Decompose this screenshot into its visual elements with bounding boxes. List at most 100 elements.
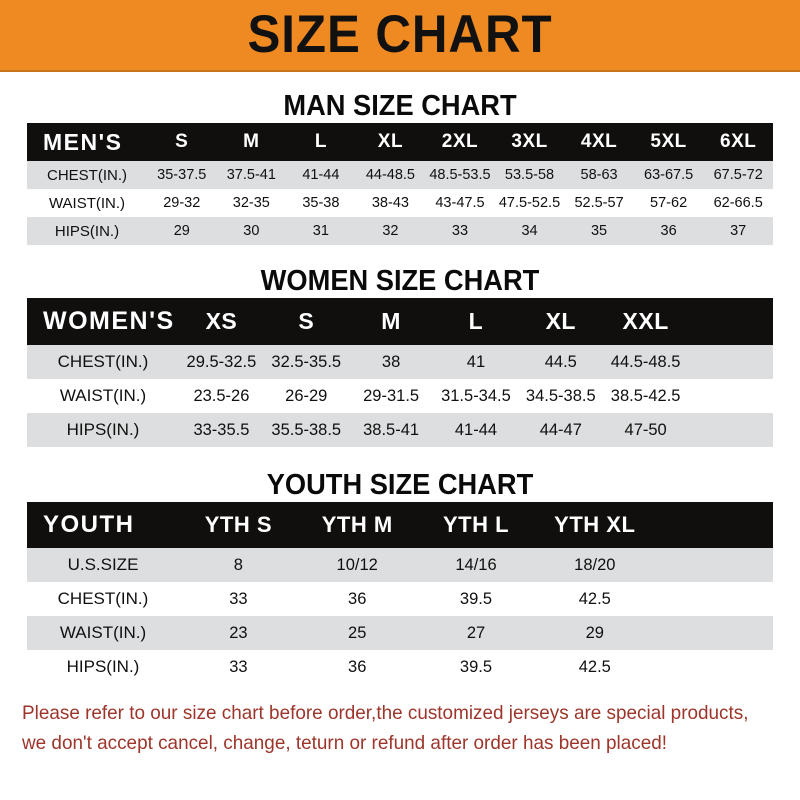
- youth-corner-label: YOUTH: [43, 511, 135, 538]
- page-banner: SIZE CHART: [0, 0, 800, 72]
- table-cell: 57-62: [650, 195, 688, 211]
- table-cell: 47.5-52.5: [498, 195, 561, 211]
- table-row: HIPS(IN.) 29 30 31 32 33 34 35 36 37: [27, 217, 773, 245]
- table-row: HIPS(IN.) 33 36 39.5 42.5: [27, 650, 773, 684]
- table-cell: 34: [521, 223, 538, 239]
- table-cell: 35: [590, 223, 608, 239]
- women-header-row: WOMEN'S XS S M L XL XXL: [27, 298, 773, 345]
- man-header-row: MEN'S S M L XL 2XL 3XL 4XL 5XL 6XL: [27, 123, 773, 161]
- man-row-label: CHEST(IN.): [47, 166, 127, 184]
- youth-header-row: YOUTH YTH S YTH M YTH L YTH XL: [27, 502, 773, 548]
- table-cell: 18/20: [574, 555, 616, 574]
- table-cell: 38.5-42.5: [610, 386, 681, 405]
- youth-col-header: YTH XL: [554, 512, 636, 537]
- youth-col-header: YTH S: [204, 512, 273, 537]
- order-notice-line1: Please refer to our size chart before or…: [22, 702, 749, 724]
- women-row-label: HIPS(IN.): [66, 420, 140, 439]
- table-cell: 43-47.5: [435, 195, 485, 211]
- table-cell: 25: [348, 623, 367, 642]
- man-col-header: S: [175, 131, 189, 152]
- table-cell: 26-29: [285, 386, 328, 405]
- table-cell: 23.5-26: [193, 386, 250, 405]
- table-cell: 34.5-38.5: [525, 386, 596, 405]
- women-size-table: WOMEN'S XS S M L XL XXL CHEST(IN.) 29.5-…: [27, 298, 773, 447]
- table-cell-empty: [654, 650, 773, 684]
- table-cell: 29.5-32.5: [186, 352, 257, 371]
- man-col-header: L: [314, 131, 327, 152]
- table-cell: 29: [585, 623, 604, 642]
- table-cell: 44-48.5: [365, 167, 415, 183]
- women-table-wrapper: WOMEN'S XS S M L XL XXL CHEST(IN.) 29.5-…: [27, 298, 773, 447]
- table-cell: 35-38: [302, 195, 340, 211]
- table-row: U.S.SIZE 8 10/12 14/16 18/20: [27, 548, 773, 582]
- table-cell: 33: [229, 657, 248, 676]
- table-cell: 62-66.5: [713, 195, 763, 211]
- table-row: HIPS(IN.) 33-35.5 35.5-38.5 38.5-41 41-4…: [27, 413, 773, 447]
- table-cell: 39.5: [459, 657, 493, 676]
- table-cell: 38: [381, 352, 401, 371]
- women-section-title: WOMEN SIZE CHART: [260, 265, 540, 297]
- table-cell: 33: [229, 589, 248, 608]
- youth-table-wrapper: YOUTH YTH S YTH M YTH L YTH XL U.S.SIZE …: [27, 502, 773, 684]
- man-col-header: 3XL: [511, 131, 548, 152]
- man-corner-label: MEN'S: [43, 128, 123, 155]
- table-cell: 23: [229, 623, 248, 642]
- table-cell: 44-47: [539, 420, 582, 439]
- man-size-table: MEN'S S M L XL 2XL 3XL 4XL 5XL 6XL CHEST…: [27, 123, 773, 245]
- table-cell: 58-63: [580, 167, 618, 183]
- order-notice-line2: we don't accept cancel, change, teturn o…: [22, 732, 668, 755]
- table-cell: 52.5-57: [574, 195, 624, 211]
- table-cell: 41-44: [454, 420, 498, 439]
- man-section-title: MAN SIZE CHART: [283, 90, 517, 122]
- table-cell: 39.5: [459, 589, 493, 608]
- table-cell: 32: [382, 223, 399, 239]
- man-col-header: M: [243, 131, 260, 152]
- table-cell: 32.5-35.5: [271, 352, 342, 371]
- table-cell: 36: [348, 657, 367, 676]
- man-col-header: 2XL: [441, 131, 479, 152]
- table-row: CHEST(IN.) 33 36 39.5 42.5: [27, 582, 773, 616]
- man-table-wrapper: MEN'S S M L XL 2XL 3XL 4XL 5XL 6XL CHEST…: [27, 123, 773, 245]
- table-cell: 33-35.5: [193, 420, 250, 439]
- table-cell: 41: [466, 352, 486, 371]
- table-cell: 38.5-41: [363, 420, 420, 439]
- women-col-header-empty: [688, 298, 773, 345]
- table-cell: 10/12: [336, 555, 378, 574]
- youth-row-label: CHEST(IN.): [57, 589, 149, 608]
- table-row: WAIST(IN.) 29-32 32-35 35-38 38-43 43-47…: [27, 189, 773, 217]
- youth-row-label: HIPS(IN.): [66, 657, 140, 676]
- women-row-label: WAIST(IN.): [59, 386, 147, 405]
- table-cell-empty: [688, 345, 773, 379]
- table-cell: 44.5: [544, 352, 577, 371]
- order-notice: Please refer to our size chart before or…: [22, 698, 755, 758]
- man-row-label: WAIST(IN.): [48, 194, 126, 212]
- table-cell: 36: [660, 223, 677, 239]
- man-col-header: XL: [377, 131, 404, 152]
- women-col-header: XS: [205, 308, 238, 334]
- table-cell: 42.5: [578, 589, 611, 608]
- table-cell: 30: [243, 223, 260, 239]
- man-row-label: HIPS(IN.): [54, 222, 120, 240]
- table-row: WAIST(IN.) 23 25 27 29: [27, 616, 773, 650]
- table-cell: 38-43: [371, 195, 409, 211]
- women-col-header: XXL: [622, 308, 669, 334]
- table-cell: 37: [730, 223, 747, 239]
- table-row: WAIST(IN.) 23.5-26 26-29 29-31.5 31.5-34…: [27, 379, 773, 413]
- table-cell: 31: [312, 223, 329, 239]
- table-cell-empty: [654, 616, 773, 650]
- table-row: CHEST(IN.) 29.5-32.5 32.5-35.5 38 41 44.…: [27, 345, 773, 379]
- table-cell: 27: [466, 623, 486, 642]
- table-cell: 53.5-58: [504, 167, 555, 183]
- table-cell: 35.5-38.5: [271, 420, 342, 439]
- women-col-header: S: [298, 308, 315, 334]
- table-cell: 33: [451, 223, 469, 239]
- women-col-header: L: [468, 308, 484, 334]
- table-cell: 37.5-41: [226, 167, 276, 183]
- table-cell: 36: [348, 589, 367, 608]
- women-col-header: XL: [545, 308, 576, 334]
- youth-section-title: YOUTH SIZE CHART: [266, 469, 534, 501]
- youth-col-header: YTH M: [321, 512, 393, 537]
- table-cell: 29: [173, 223, 190, 239]
- women-corner-label: WOMEN'S: [43, 307, 175, 335]
- table-cell: 63-67.5: [644, 167, 694, 183]
